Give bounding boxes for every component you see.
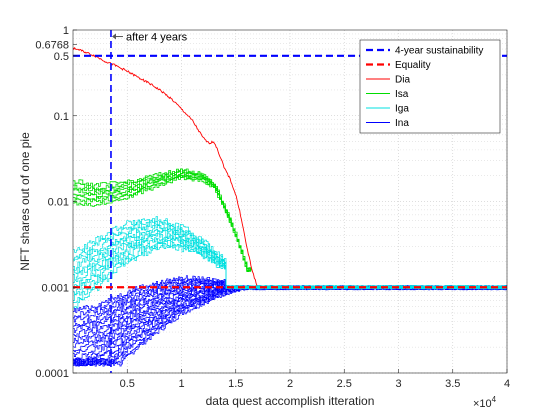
y-tick-label: 0.01 [48, 197, 69, 209]
x-tick-label: 0.5 [120, 378, 135, 390]
series-line-dia [73, 46, 258, 286]
y-tick-label: 0.1 [54, 111, 69, 123]
x-tick-label: 1 [178, 378, 184, 390]
annotation-label: after 4 years [126, 32, 188, 44]
y-axis-label: NFT shares out of one pie [18, 132, 32, 271]
legend-label: Iga [395, 104, 409, 115]
x-multiplier-base: ×10 [473, 398, 492, 410]
y-tick-label: 0.6768 [35, 40, 69, 52]
x-tick-label: 2.5 [337, 378, 352, 390]
x-multiplier-exponent: 4 [492, 395, 497, 404]
series-line-isa [73, 168, 252, 272]
annotation: after 4 years [111, 32, 188, 44]
legend-label: Ina [395, 118, 409, 129]
x-axis-label: data quest accomplish itteration [206, 394, 375, 408]
y-tick-label: 0.0001 [35, 368, 69, 380]
legend-label: Equality [395, 60, 431, 71]
series-isa [73, 168, 252, 273]
x-tick-label: 2 [287, 378, 293, 390]
x-tick-label: 4 [504, 378, 510, 390]
x-axis-multiplier: ×104 [473, 395, 497, 410]
legend: 4-year sustainability Equality Dia Isa Iga In… [359, 39, 501, 134]
legend-label: Dia [395, 75, 410, 86]
x-tick-label: 3.5 [445, 378, 460, 390]
x-tick-label: 1.5 [228, 378, 243, 390]
y-tick-label: 1 [63, 25, 69, 37]
series-iga [73, 216, 507, 309]
series-group [73, 46, 507, 367]
y-tick-label: 0.5 [54, 51, 69, 63]
annotation-arrow-head [111, 33, 116, 40]
legend-box [359, 39, 501, 134]
axis-ticks: 0.5 1 1.5 2 2.5 3 3.5 40.00010.0010.010.10.50.6… [35, 25, 510, 390]
series-dia [73, 46, 258, 286]
x-tick-label: 3 [395, 378, 401, 390]
legend-label: Isa [395, 89, 409, 100]
reference-lines [73, 30, 507, 373]
series-line-iga [73, 216, 507, 290]
legend-label: 4-year sustainability [395, 46, 483, 57]
y-tick-label: 0.001 [41, 282, 69, 294]
